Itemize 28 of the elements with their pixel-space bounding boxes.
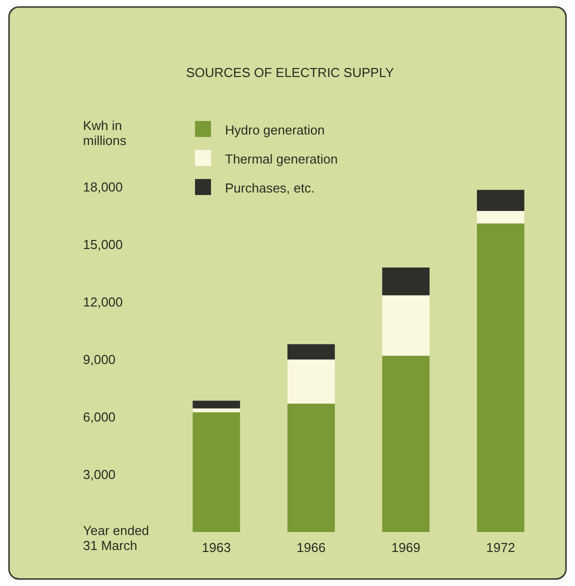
x-tick-label: 1963 [202, 540, 231, 555]
x-tick-label: 1969 [391, 540, 420, 555]
bar [192, 400, 240, 408]
bar [476, 190, 524, 211]
bar [476, 210, 524, 224]
legend-label: Hydro generation [225, 122, 325, 138]
y-tick-label: 12,000 [83, 294, 123, 310]
bar [192, 412, 240, 532]
bar [287, 360, 335, 404]
x-axis-title: Year ended 31 March [83, 523, 150, 553]
bar [382, 268, 430, 296]
bar [287, 404, 335, 532]
bar [192, 408, 240, 412]
bar [382, 295, 430, 356]
legend-label: Thermal generation [225, 152, 338, 167]
bar [476, 223, 524, 532]
y-tick-label: 9,000 [83, 352, 116, 368]
y-axis-title: Kwh in millions [83, 118, 127, 148]
legend-label: Purchases, etc. [225, 180, 315, 196]
y-tick-label: 3,000 [83, 467, 116, 482]
bar [287, 344, 335, 360]
chart-title: SOURCES OF ELECTRIC SUPPLY [186, 65, 394, 80]
x-tick-label: 1966 [296, 540, 326, 555]
y-tick-label: 6,000 [83, 410, 116, 425]
y-tick-label: 18,000 [83, 180, 123, 195]
bar [382, 356, 430, 532]
x-tick-label: 1972 [486, 540, 516, 555]
y-tick-label: 15,000 [83, 237, 123, 252]
